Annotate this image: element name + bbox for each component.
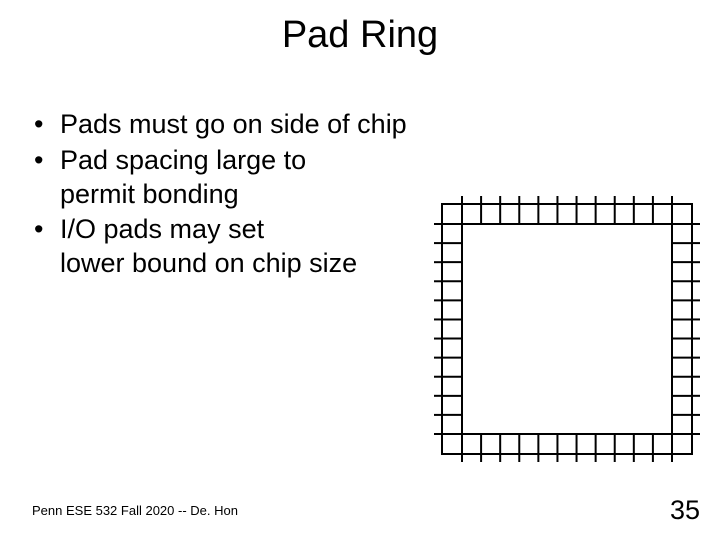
pad-ring-svg xyxy=(432,194,702,464)
bullet-text: I/O pads may set xyxy=(60,214,264,244)
pad-ring-diagram xyxy=(432,194,702,469)
footer-text: Penn ESE 532 Fall 2020 -- De. Hon xyxy=(32,503,238,518)
bullet-item: Pads must go on side of chip xyxy=(34,108,514,142)
page-number: 35 xyxy=(670,495,700,526)
slide-title: Pad Ring xyxy=(0,14,720,57)
bullet-text: Pad spacing large to xyxy=(60,145,306,175)
bullet-text: Pads must go on side of chip xyxy=(60,109,407,139)
